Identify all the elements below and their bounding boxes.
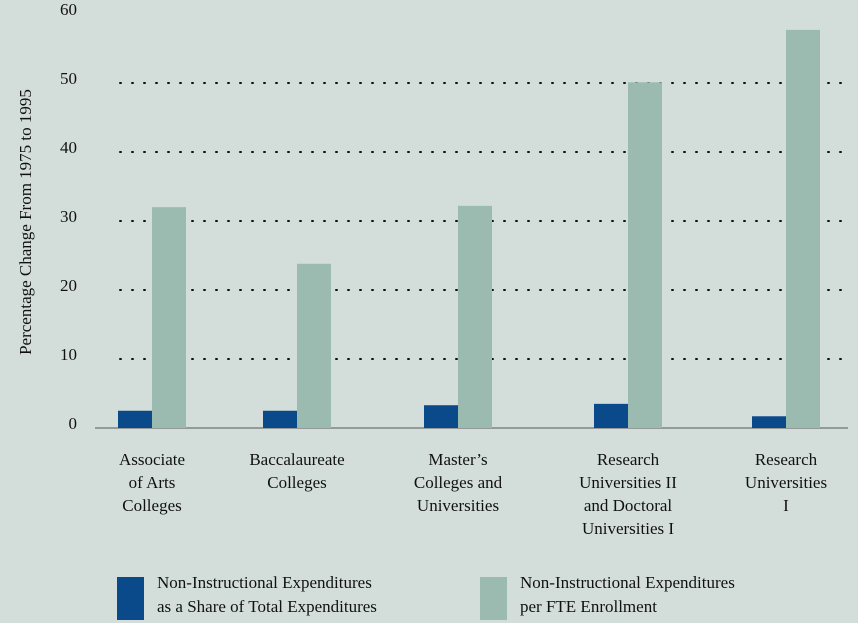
bar [297,263,331,428]
bar [424,405,458,428]
bar [786,29,820,429]
legend-label: Non-Instructional Expenditures per FTE E… [520,573,735,616]
bar [118,410,152,428]
x-tick-label: Research Universities I [744,450,828,515]
x-tick-label: Baccalaureate Colleges [249,450,345,492]
bar [458,205,492,428]
legend-swatch [480,577,507,620]
y-tick-label: 10 [60,345,77,364]
bar [152,207,186,428]
x-tick-label: Research Universities II and Doctoral Un… [579,450,677,538]
y-tick-label: 40 [60,138,77,157]
y-tick-label: 30 [60,207,77,226]
x-tick-label: Master’s Colleges and Universities [413,450,503,515]
y-tick-label: 60 [60,0,77,19]
bar [752,416,786,428]
y-tick-label: 0 [69,414,78,433]
x-tick-label: Associate of Arts Colleges [118,450,186,515]
y-axis-label: Percentage Change From 1975 to 1995 [16,89,35,355]
legend-swatch [117,577,144,620]
bar [594,403,628,428]
bar [628,82,662,428]
bar [263,410,297,428]
legend-label: Non-Instructional Expenditures as a Shar… [157,573,377,616]
y-tick-label: 20 [60,276,77,295]
y-tick-label: 50 [60,69,77,88]
